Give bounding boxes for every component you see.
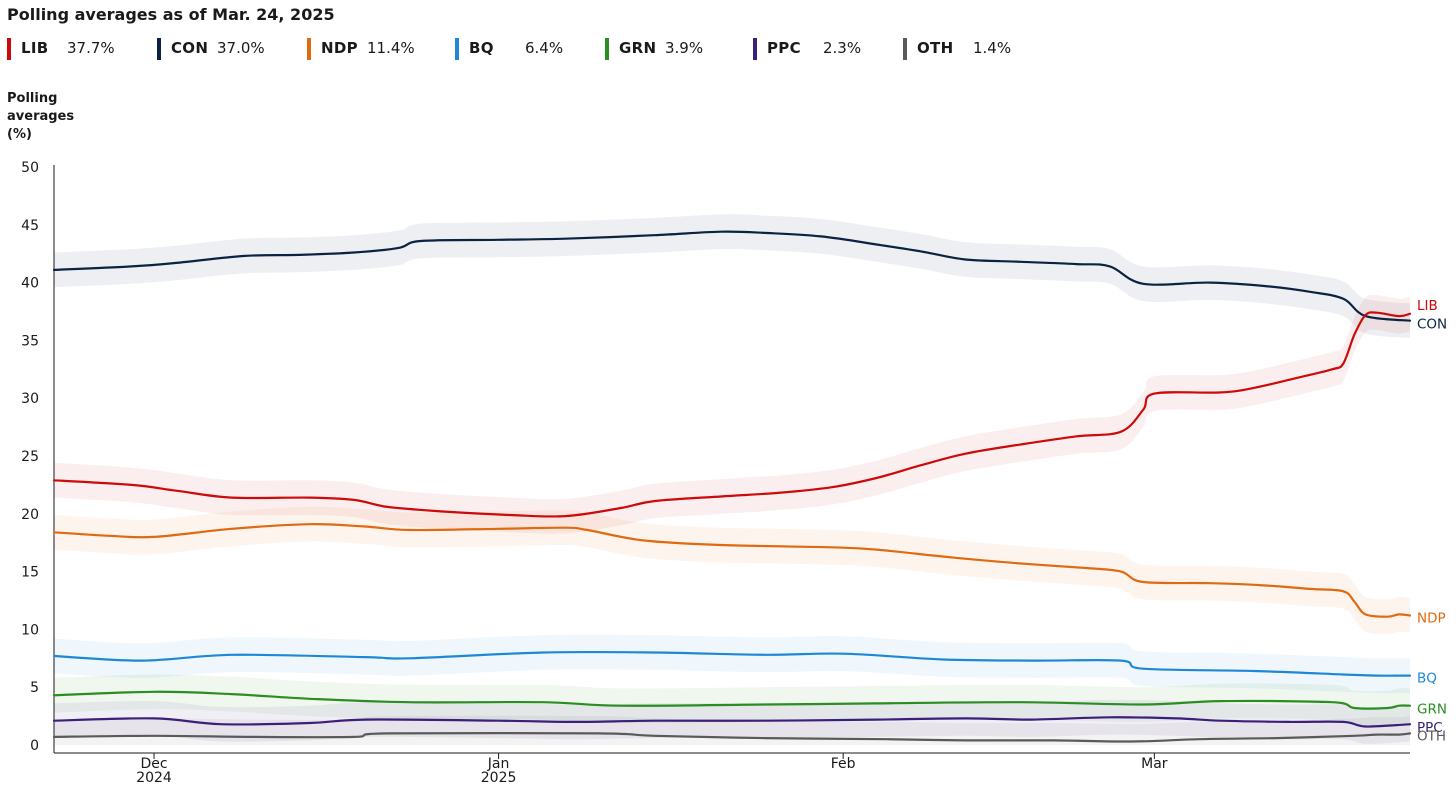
band-oth: [54, 715, 1410, 745]
legend-value: 6.4%: [525, 39, 564, 57]
legend-code: CON: [171, 39, 209, 57]
series-line-ppc: [52, 716, 1412, 728]
legend-swatch: [157, 38, 161, 60]
y-tick-label: 5: [30, 680, 39, 696]
series-line-ndp: [52, 523, 1412, 618]
series-line-bq: [52, 650, 1412, 677]
end-label-bq: BQ: [1417, 671, 1437, 687]
series-line-grn: [52, 690, 1412, 710]
legend-value: 37.7%: [67, 39, 115, 57]
end-label-ndp: NDP: [1417, 611, 1446, 627]
legend-value: 3.9%: [665, 39, 704, 57]
series-lines: [52, 230, 1412, 743]
legend-item-con: CON 37.0%: [157, 38, 307, 60]
legend-item-oth: OTH 1.4%: [903, 38, 1033, 60]
band-con: [54, 214, 1410, 339]
legend-code: PPC: [767, 39, 801, 57]
legend-item-lib: LIB 37.7%: [7, 38, 157, 60]
x-tick-label: Feb: [831, 756, 856, 772]
y-tick-label: 20: [21, 507, 39, 523]
legend-item-ppc: PPC 2.3%: [753, 38, 903, 60]
legend-item-ndp: NDP 11.4%: [307, 38, 455, 60]
end-label-ppc: PPC: [1417, 720, 1443, 736]
confidence-bands: [54, 214, 1410, 745]
series-line-oth: [52, 731, 1412, 743]
x-tick-label: Jan: [487, 756, 510, 772]
y-tick-label: 25: [21, 449, 39, 465]
legend-swatch: [605, 38, 609, 60]
y-tick-label: 30: [21, 391, 39, 407]
legend-value: 37.0%: [217, 39, 265, 57]
end-label-con: CON: [1417, 317, 1447, 333]
y-tick-label: 50: [21, 160, 39, 176]
legend-swatch: [455, 38, 459, 60]
band-bq: [54, 634, 1410, 694]
end-label-lib: LIB: [1417, 298, 1438, 314]
legend: LIB 37.7% CON 37.0% NDP 11.4% BQ 6.4% GRN 3.9% PPC…: [7, 38, 1033, 60]
legend-swatch: [7, 38, 11, 60]
end-label-grn: GRN: [1417, 702, 1447, 718]
series-line-lib: [52, 311, 1412, 518]
legend-value: 2.3%: [823, 39, 862, 57]
legend-value: 1.4%: [973, 39, 1012, 57]
legend-swatch: [307, 38, 311, 60]
chart-title: Polling averages as of Mar. 24, 2025: [7, 5, 335, 24]
legend-item-grn: GRN 3.9%: [605, 38, 753, 60]
legend-swatch: [753, 38, 757, 60]
x-tick-sublabel: 2025: [481, 770, 517, 786]
legend-code: BQ: [469, 39, 494, 57]
legend-code: OTH: [917, 39, 954, 57]
y-tick-label: 35: [21, 333, 39, 349]
band-ndp: [54, 506, 1410, 635]
end-label-oth: OTH: [1417, 728, 1446, 744]
x-tick-label: Dec: [140, 756, 167, 772]
band-grn: [54, 674, 1410, 726]
series-line-con: [52, 230, 1412, 322]
y-tick-label: 45: [21, 218, 39, 234]
y-tick-label: 0: [30, 738, 39, 754]
y-tick-label: 10: [21, 622, 39, 638]
y-tick-label: 40: [21, 276, 39, 292]
x-tick-label: Mar: [1141, 756, 1168, 772]
legend-swatch: [903, 38, 907, 60]
legend-code: GRN: [619, 39, 657, 57]
y-axis-label: Polling averages (%): [7, 91, 75, 142]
legend-item-bq: BQ 6.4%: [455, 38, 605, 60]
y-tick-label: 15: [21, 565, 39, 581]
legend-code: NDP: [321, 39, 358, 57]
legend-code: LIB: [21, 39, 49, 57]
legend-value: 11.4%: [367, 39, 415, 57]
x-tick-sublabel: 2024: [136, 770, 172, 786]
